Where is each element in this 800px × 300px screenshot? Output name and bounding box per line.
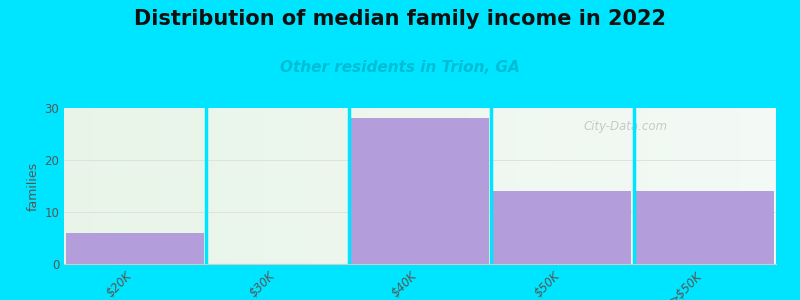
Text: City-Data.com: City-Data.com <box>584 121 668 134</box>
Bar <box>636 191 774 264</box>
Y-axis label: families: families <box>27 161 40 211</box>
Text: Other residents in Trion, GA: Other residents in Trion, GA <box>280 60 520 75</box>
Bar <box>494 191 631 264</box>
Text: Distribution of median family income in 2022: Distribution of median family income in … <box>134 9 666 29</box>
Bar <box>66 233 204 264</box>
Bar <box>351 118 489 264</box>
